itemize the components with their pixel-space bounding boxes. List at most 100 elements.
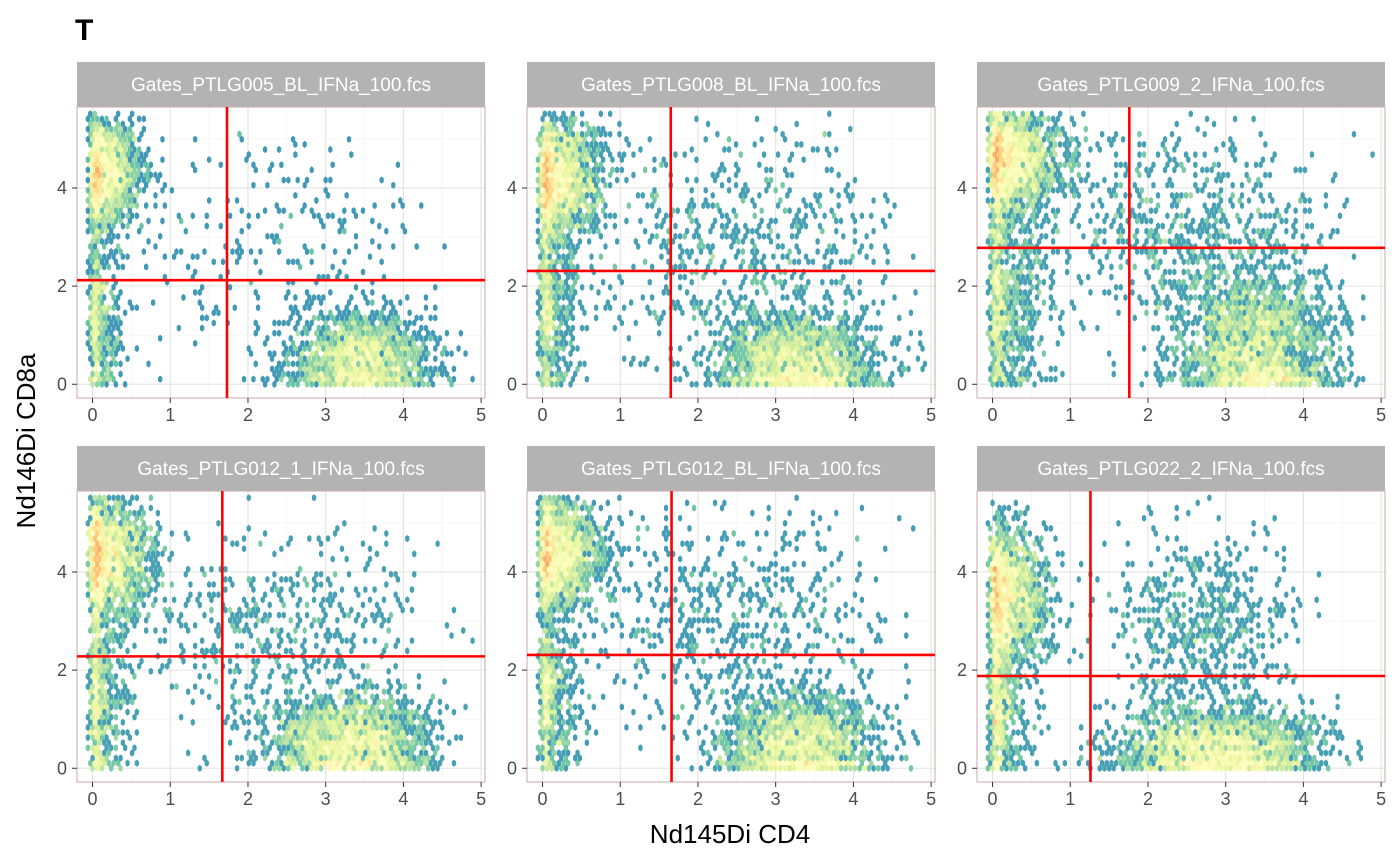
hexbin-cell [370,319,375,327]
hexbin-cell [286,319,291,327]
hexbin-cell [92,314,97,322]
hexbin-cell [598,130,603,138]
hexbin-cell [253,166,258,174]
hexbin-cell [193,135,198,143]
hexbin-cell [787,339,792,347]
hexbin-cell [552,161,557,169]
hexbin-cell [97,314,102,322]
hexbin-cell [855,355,860,363]
hexbin-cell [402,319,408,327]
hexbin-cell [118,360,123,368]
hexbin-cell [311,293,317,302]
hexbin-cell [598,253,603,261]
hexbin-cell [738,151,743,159]
hexbin-cell [559,339,564,347]
hexbin-cell [556,283,561,291]
hexbin-cell [426,370,431,378]
hexbin-cell [113,125,118,133]
hexbin-cell [90,339,95,347]
hexbin-cell [794,324,799,332]
hexbin-cell [402,380,408,388]
hexbin-cell [659,161,664,169]
hexbin-cell [773,370,778,378]
hexbin-cell [754,319,760,327]
hexbin-cell [542,324,547,332]
hexbin-cell [440,370,445,378]
hexbin-cell [342,329,347,337]
hexbin-cell [638,217,643,225]
hexbin-cell [598,110,603,118]
hexbin-cell [314,196,319,205]
hexbin-cell [883,191,888,199]
hexbin-cell [330,334,335,342]
hexbin-cell [538,283,543,291]
hexbin-cell [321,344,326,353]
hexbin-cell [116,171,121,179]
hexbin-cell [719,375,725,383]
hexbin-cell [451,375,457,383]
hexbin-cell [731,370,736,378]
hexbin-cell [866,360,872,368]
hexbin-cell [153,171,158,179]
hexbin-cell [673,375,678,383]
hexbin-cell [542,283,547,291]
hexbin-cell [130,171,135,179]
hexbin-cell [542,375,547,383]
y-tick-label: 4 [507,178,517,198]
hexbin-cell [405,375,410,383]
hexbin-cell [752,355,757,363]
hexbin-cell [733,304,739,312]
hexbin-cell [146,217,151,225]
hexbin-cell [358,324,363,332]
hexbin-cell [570,314,575,322]
hexbin-cell [799,334,804,342]
hexbin-cell [838,329,844,337]
hexbin-cell [267,350,272,358]
hexbin-cell [782,339,788,347]
hexbin-cell [370,360,375,368]
hexbin-cell [554,370,559,378]
hexbin-cell [678,375,683,383]
hexbin-cell [801,288,806,296]
hexbin-cell [575,140,580,148]
hexbin-cell [547,130,552,138]
hexbin-cell [573,288,578,296]
hexbin-cell [407,319,412,327]
hexbin-cell [563,319,568,327]
hexbin-cell [615,176,620,184]
hexbin-cell [99,207,104,215]
hexbin-cell [109,350,114,358]
hexbin-cell [570,263,575,271]
hexbin-cell [239,248,244,256]
hexbin-cell [636,242,641,251]
hexbin-cell [759,329,764,337]
hexbin-cell [740,380,746,388]
hexbin-cell [102,283,107,291]
hexbin-cell [353,344,359,353]
hexbin-cell [428,375,433,383]
hexbin-cell [554,156,559,164]
hexbin-cell [622,355,627,363]
hexbin-cell [190,212,195,220]
hexbin-cell [127,196,132,205]
hexbin-cell [370,309,375,317]
hexbin-cell [799,273,804,281]
hexbin-cell [123,186,128,194]
hexbin-cell [715,130,720,138]
hexbin-cell [852,360,858,368]
hexbin-cell [577,186,582,194]
hexbin-cell [391,375,396,383]
hexbin-cell [538,375,543,383]
hexbin-cell [290,370,296,378]
hexbin-cell [554,350,559,358]
hexbin-cell [125,355,130,363]
hexbin-cell [761,334,767,342]
hexbin-cell [827,365,832,373]
hexbin-cell [808,202,813,210]
hexbin-cell [554,309,559,317]
hexbin-cell [92,130,97,138]
hexbin-cell [573,176,578,184]
hexbin-cell [827,314,832,322]
hexbin-cell [719,263,725,271]
hexbin-cell [88,263,93,271]
